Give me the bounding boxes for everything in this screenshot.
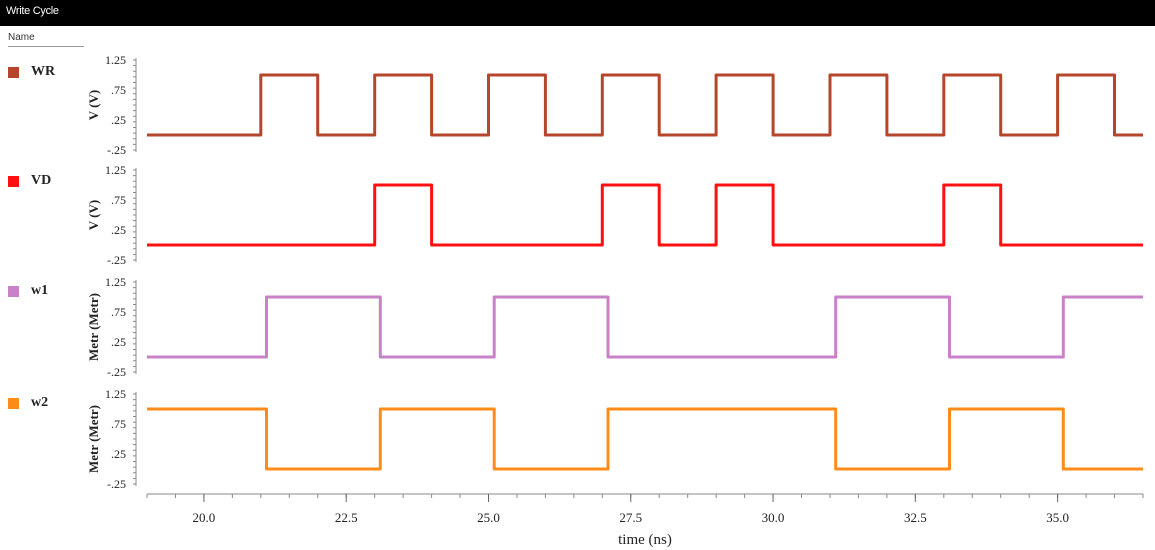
y-tick-label-vd: -.25 <box>107 253 126 267</box>
legend-swatch-w1 <box>8 285 19 297</box>
y-tick-label-wr: 1.25 <box>105 53 126 67</box>
x-tick-label: 22.5 <box>335 510 358 525</box>
legend-item-w1[interactable]: w1 <box>8 283 48 299</box>
waveform-vd <box>147 183 1143 247</box>
legend-label-vd: VD <box>31 173 52 188</box>
y-axis-label-w2: Metr (Metr) <box>86 405 101 473</box>
legend-label-w2: w2 <box>31 395 49 410</box>
legend-swatch-w2 <box>8 397 19 409</box>
y-tick-label-w1: .75 <box>111 305 126 319</box>
y-tick-label-w2: .75 <box>111 417 126 431</box>
x-tick-label: 32.5 <box>904 510 927 525</box>
waveform-w2 <box>147 407 1143 471</box>
y-tick-label-vd: 1.25 <box>105 163 126 177</box>
name-column-header: Name <box>8 32 35 43</box>
waveform-wr <box>147 73 1143 137</box>
y-tick-label-wr: -.25 <box>107 143 126 157</box>
legend-swatch-vd <box>8 175 19 187</box>
legend-item-wr[interactable]: WR <box>8 64 55 80</box>
legend-item-w2[interactable]: w2 <box>8 395 48 411</box>
window-title-bar: Write Cycle <box>0 0 1155 26</box>
legend-item-vd[interactable]: VD <box>8 173 51 189</box>
y-tick-label-w1: -.25 <box>107 365 126 379</box>
x-tick-label: 25.0 <box>477 510 500 525</box>
y-tick-label-w1: 1.25 <box>105 275 126 289</box>
x-tick-label: 30.0 <box>762 510 785 525</box>
y-tick-label-wr: .75 <box>111 83 126 97</box>
waveform-w1 <box>147 295 1143 359</box>
legend-label-w1: w1 <box>31 283 49 298</box>
y-axis-label-w1: Metr (Metr) <box>86 293 101 361</box>
legend-swatch-wr <box>8 66 19 78</box>
window-title: Write Cycle <box>6 5 59 17</box>
x-axis-label: time (ns) <box>618 532 672 548</box>
x-tick-label: 20.0 <box>193 510 216 525</box>
y-axis-label-wr: V (V) <box>86 90 101 120</box>
y-tick-label-vd: .75 <box>111 193 126 207</box>
legend-label-wr: WR <box>31 64 56 79</box>
y-tick-label-vd: .25 <box>111 223 126 237</box>
y-axis-label-vd: V (V) <box>86 200 101 230</box>
y-tick-label-w1: .25 <box>111 335 126 349</box>
y-tick-label-wr: .25 <box>111 113 126 127</box>
y-tick-label-w2: .25 <box>111 447 126 461</box>
y-tick-label-w2: 1.25 <box>105 387 126 401</box>
y-tick-label-w2: -.25 <box>107 477 126 491</box>
x-tick-label: 27.5 <box>619 510 642 525</box>
name-header-divider <box>8 46 84 47</box>
x-tick-label: 35.0 <box>1046 510 1069 525</box>
